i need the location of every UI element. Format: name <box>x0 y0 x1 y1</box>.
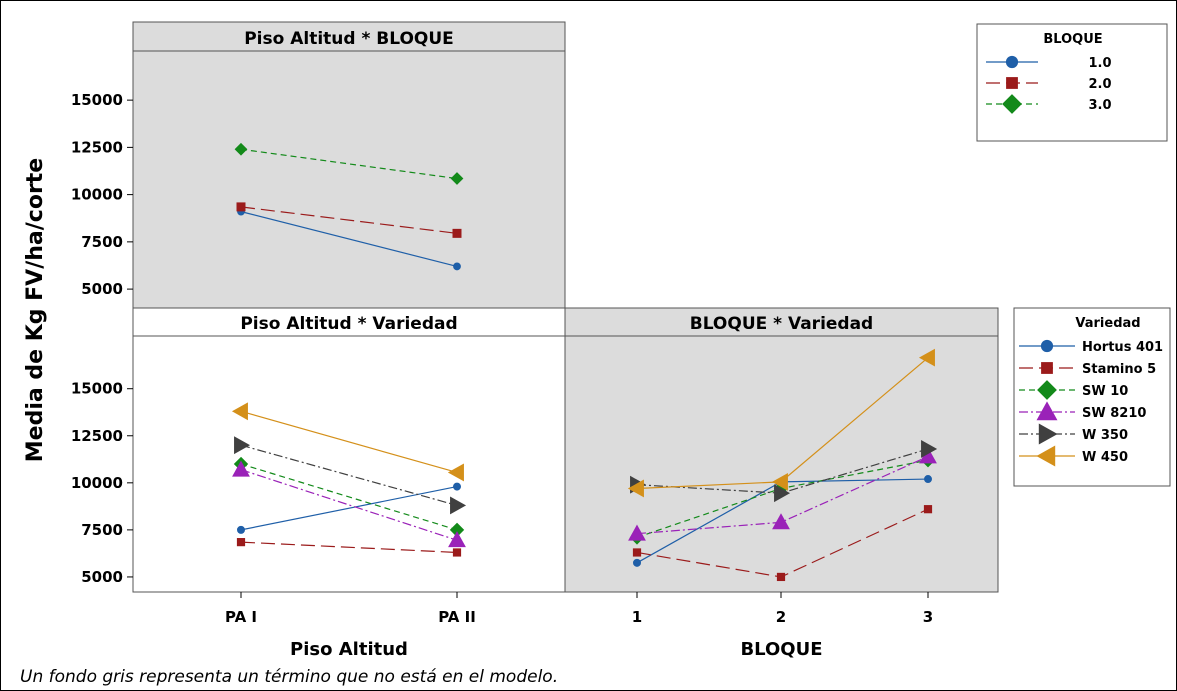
data-point <box>633 558 641 567</box>
legend-marker <box>1036 445 1056 467</box>
x-tick-label: PA II <box>438 608 476 626</box>
y-tick-label: 5000 <box>81 280 123 298</box>
series-line <box>240 541 458 554</box>
legend-label: Stamino 5 <box>1082 362 1156 377</box>
series-line <box>240 485 458 531</box>
panel-background <box>132 21 566 309</box>
data-point <box>632 548 642 557</box>
panel-title: BLOQUE * Variedad <box>690 314 873 334</box>
y-tick-label: 10000 <box>71 186 123 204</box>
legend-label: SW 10 <box>1082 384 1128 399</box>
data-point <box>236 538 246 547</box>
legend-bloque: BLOQUE 1.0 2.0 3.0 <box>976 23 1168 142</box>
data-point <box>776 572 786 582</box>
y-axis-label: Media de Kg FV/ha/corte <box>23 158 48 462</box>
data-point <box>232 460 250 477</box>
series-line <box>240 444 458 506</box>
x-axis-label: BLOQUE <box>740 639 822 660</box>
legend-label: W 450 <box>1082 450 1128 465</box>
data-point <box>453 262 461 271</box>
panel-title: Piso Altitud * BLOQUE <box>244 29 454 49</box>
data-point <box>231 402 248 421</box>
y-tick-label: 12500 <box>71 138 123 156</box>
data-point <box>234 436 251 455</box>
legend-label: W 350 <box>1082 428 1128 443</box>
legend-label: 2.0 <box>1088 77 1111 92</box>
panel-background <box>132 307 566 593</box>
panel-bloque_variedad: BLOQUE * Variedad 1 2 3 BLOQUE <box>564 307 999 660</box>
x-tick-label: 1 <box>632 608 642 626</box>
series-line <box>240 148 458 180</box>
legend-label: 3.0 <box>1088 98 1111 113</box>
legend-label: SW 8210 <box>1082 406 1146 421</box>
x-tick-label: PA I <box>225 608 257 626</box>
data-point <box>450 172 464 185</box>
legend-marker <box>1037 380 1057 400</box>
x-axis-label: Piso Altitud <box>290 639 408 660</box>
legend-marker <box>1040 339 1054 353</box>
y-tick-label: 15000 <box>71 380 123 398</box>
series-line <box>240 206 458 234</box>
legend-marker <box>1041 362 1053 374</box>
legend-label: Hortus 401 <box>1082 340 1163 355</box>
series-line <box>240 410 458 474</box>
data-point <box>452 548 462 557</box>
data-point <box>452 228 462 238</box>
legend-marker <box>1002 94 1022 114</box>
legend-marker <box>1006 77 1018 89</box>
data-point <box>237 525 245 534</box>
data-point <box>236 202 246 212</box>
data-point <box>447 463 464 482</box>
data-point <box>772 513 790 530</box>
legend-variedad: Variedad Hortus 401 Stamino 5 SW 10 SW 8210 W… <box>1013 307 1171 487</box>
legend-title: Variedad <box>1075 316 1140 331</box>
y-tick-label: 10000 <box>71 474 123 492</box>
footnote: Un fondo gris representa un término que … <box>20 667 558 687</box>
y-tick-label: 7500 <box>81 233 123 251</box>
series-line <box>240 211 458 268</box>
data-point <box>771 472 788 491</box>
panel-title: Piso Altitud * Variedad <box>240 314 457 334</box>
x-tick-label: 2 <box>776 608 786 626</box>
data-point <box>448 531 466 548</box>
data-point <box>628 524 646 541</box>
legend-label: 1.0 <box>1088 56 1111 71</box>
y-tick-label: 15000 <box>71 91 123 109</box>
series-line <box>240 469 458 541</box>
legend-marker <box>1036 401 1058 421</box>
legend-marker <box>1005 55 1019 69</box>
data-point <box>627 479 644 498</box>
series-line <box>240 463 458 531</box>
data-point <box>918 348 935 367</box>
panel-piso_variedad: Piso Altitud * Variedad 5000 7500 10000 1250… <box>71 307 566 660</box>
x-tick-label: 3 <box>923 608 933 626</box>
legend-title: BLOQUE <box>1043 32 1102 47</box>
legend-marker <box>1038 423 1058 445</box>
data-point <box>921 440 938 458</box>
data-point <box>774 484 791 503</box>
y-tick-label: 7500 <box>81 521 123 539</box>
panel-piso_bloque: Piso Altitud * BLOQUE 5000 7500 10000 12500 1… <box>71 21 566 309</box>
y-tick-label: 12500 <box>71 427 123 445</box>
data-point <box>923 505 933 514</box>
data-point <box>453 482 461 491</box>
data-point <box>450 496 467 515</box>
data-point <box>924 475 932 484</box>
data-point <box>234 142 248 156</box>
y-tick-label: 5000 <box>81 568 123 586</box>
